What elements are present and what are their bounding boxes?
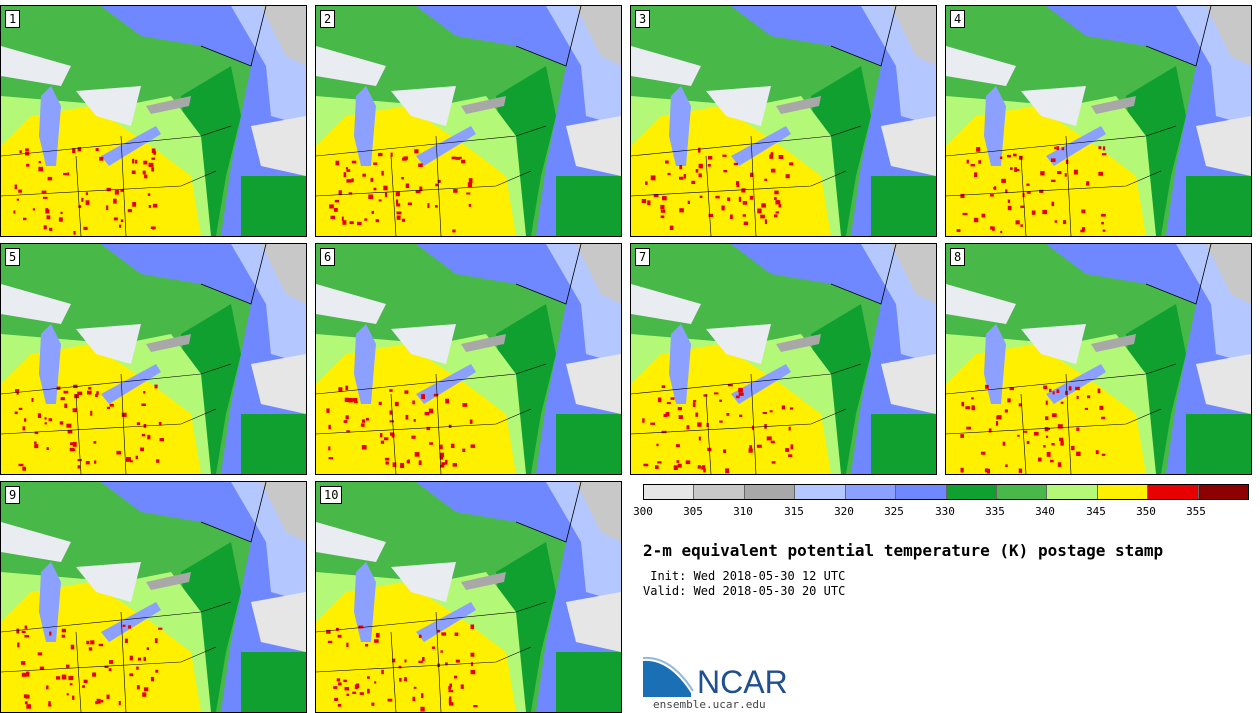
member-label: 10 (320, 486, 343, 504)
member-panel-10: 10 (315, 481, 622, 713)
member-label: 4 (950, 10, 966, 28)
member-panel-3: 3 (630, 5, 937, 237)
colorbar-segment (644, 485, 695, 499)
colorbar-segment (1097, 485, 1149, 499)
member-label: 9 (5, 486, 21, 504)
colorbar-tick: 330 (935, 505, 955, 518)
member-label: 6 (320, 248, 336, 266)
member-panel-2: 2 (315, 5, 622, 237)
colorbar-tick: 315 (784, 505, 804, 518)
member-panel-6: 6 (315, 243, 622, 475)
colorbar-tick: 320 (834, 505, 854, 518)
member-label: 8 (950, 248, 966, 266)
member-label: 3 (635, 10, 651, 28)
colorbar-segment (946, 485, 997, 499)
colorbar-segment (1148, 485, 1199, 499)
colorbar-segment (896, 485, 947, 499)
member-panel-4: 4 (945, 5, 1252, 237)
colorbar-tick: 305 (683, 505, 703, 518)
colorbar-tick: 310 (733, 505, 753, 518)
init-time: Init: Wed 2018-05-30 12 UTC (643, 569, 846, 583)
colorbar-segment (996, 485, 1048, 499)
colorbar-tick: 300 (633, 505, 653, 518)
colorbar-tick: 325 (884, 505, 904, 518)
ncar-logo-text: NCAR (697, 664, 788, 697)
colorbar-tick: 355 (1186, 505, 1206, 518)
colorbar-segment (1198, 485, 1249, 499)
member-label: 1 (5, 10, 21, 28)
figure-title: 2-m equivalent potential temperature (K)… (643, 541, 1164, 560)
member-label: 5 (5, 248, 21, 266)
ncar-logo: NCAR (643, 656, 788, 697)
valid-time: Valid: Wed 2018-05-30 20 UTC (643, 584, 846, 598)
ncar-swoosh-icon (643, 660, 691, 697)
member-panel-8: 8 (945, 243, 1252, 475)
colorbar-tick: 335 (985, 505, 1005, 518)
member-panel-7: 7 (630, 243, 937, 475)
colorbar-segment (744, 485, 796, 499)
colorbar-tick: 340 (1035, 505, 1055, 518)
member-label: 2 (320, 10, 336, 28)
member-panel-1: 1 (0, 5, 307, 237)
colorbar-segment (845, 485, 897, 499)
colorbar (643, 484, 1249, 500)
member-label: 7 (635, 248, 651, 266)
colorbar-segment (694, 485, 745, 499)
colorbar-segment (1047, 485, 1098, 499)
member-panel-9: 9 (0, 481, 307, 713)
member-panel-5: 5 (0, 243, 307, 475)
colorbar-tick: 350 (1136, 505, 1156, 518)
ensemble-url: ensemble.ucar.edu (653, 698, 766, 711)
colorbar-tick: 345 (1086, 505, 1106, 518)
colorbar-segment (795, 485, 846, 499)
